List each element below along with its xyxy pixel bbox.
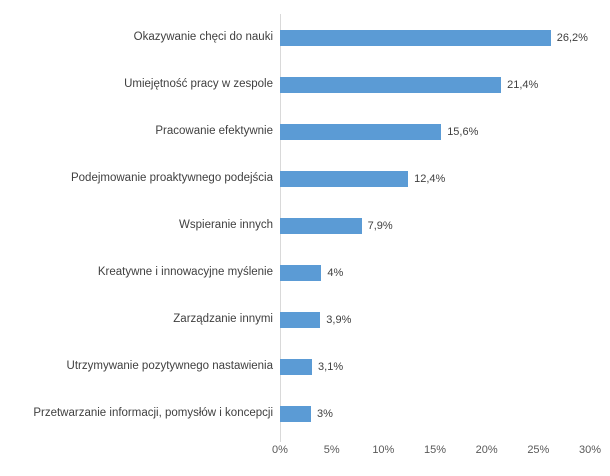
- bar-row: Podejmowanie proaktywnego podejścia 12,4%: [0, 155, 610, 202]
- x-tick-label: 30%: [578, 444, 602, 456]
- bar-zone: 12,4%: [280, 170, 590, 187]
- bar: [280, 123, 442, 140]
- value-label: 15,6%: [447, 125, 479, 138]
- category-label: Okazywanie chęci do nauki: [133, 31, 273, 44]
- bar: [280, 29, 551, 46]
- bar-row: Umiejętność pracy w zespole 21,4%: [0, 61, 610, 108]
- category-label: Przetwarzanie informacji, pomysłów i kon…: [33, 407, 273, 420]
- bar-zone: 4%: [280, 264, 590, 281]
- value-label: 21,4%: [507, 78, 539, 91]
- bar-zone: 3,9%: [280, 311, 590, 328]
- x-tick-label: 25%: [527, 444, 550, 456]
- bar-zone: 3,1%: [280, 358, 590, 375]
- bar-row: Przetwarzanie informacji, pomysłów i kon…: [0, 390, 610, 437]
- category-label: Utrzymywanie pozytywnego nastawienia: [66, 360, 273, 373]
- bar: [280, 170, 409, 187]
- bar-row: Wspieranie innych 7,9%: [0, 202, 610, 249]
- category-label: Podejmowanie proaktywnego podejścia: [70, 172, 273, 185]
- x-tick-label: 10%: [372, 444, 395, 456]
- bar: [280, 76, 502, 93]
- bar: [280, 311, 321, 328]
- category-label: Zarządzanie innymi: [173, 313, 273, 326]
- x-tick-label: 15%: [423, 444, 447, 456]
- bar: [280, 405, 311, 422]
- x-tick-label: 5%: [323, 444, 340, 456]
- bar-zone: 26,2%: [280, 29, 590, 46]
- x-tick-label: 0%: [272, 444, 288, 456]
- category-label: Umiejętność pracy w zespole: [124, 78, 273, 91]
- category-label: Kreatywne i innowacyjne myślenie: [97, 266, 273, 279]
- chart-rows: Okazywanie chęci do nauki 26,2% Umiejętnoś…: [0, 14, 610, 437]
- bar-zone: 15,6%: [280, 123, 590, 140]
- bar: [280, 217, 362, 234]
- bar-zone: 21,4%: [280, 76, 590, 93]
- value-label: 3,1%: [318, 360, 344, 373]
- bar-row: Zarządzanie innymi 3,9%: [0, 296, 610, 343]
- bar-zone: 7,9%: [280, 217, 590, 234]
- bar-zone: 3%: [280, 405, 590, 422]
- x-tick-label: 20%: [475, 444, 498, 456]
- bar: [280, 264, 322, 281]
- bar-row: Okazywanie chęci do nauki 26,2%: [0, 14, 610, 61]
- value-label: 26,2%: [556, 31, 588, 44]
- x-axis-zero-tick: [280, 437, 281, 442]
- bar-row: Pracowanie efektywnie 15,6%: [0, 108, 610, 155]
- value-label: 3,9%: [326, 313, 352, 326]
- category-label: Wspieranie innych: [179, 219, 273, 232]
- value-label: 4%: [327, 266, 344, 279]
- bar-row: Kreatywne i innowacyjne myślenie 4%: [0, 249, 610, 296]
- bar: [280, 358, 313, 375]
- value-label: 3%: [317, 407, 333, 420]
- bar-row: Utrzymywanie pozytywnego nastawienia 3,1%: [0, 343, 610, 390]
- x-axis-tick-labels: 0% 5% 10% 15% 20% 25% 30%: [0, 444, 610, 460]
- category-label: Pracowanie efektywnie: [155, 125, 273, 138]
- value-label: 12,4%: [414, 172, 446, 185]
- value-label: 7,9%: [367, 219, 393, 232]
